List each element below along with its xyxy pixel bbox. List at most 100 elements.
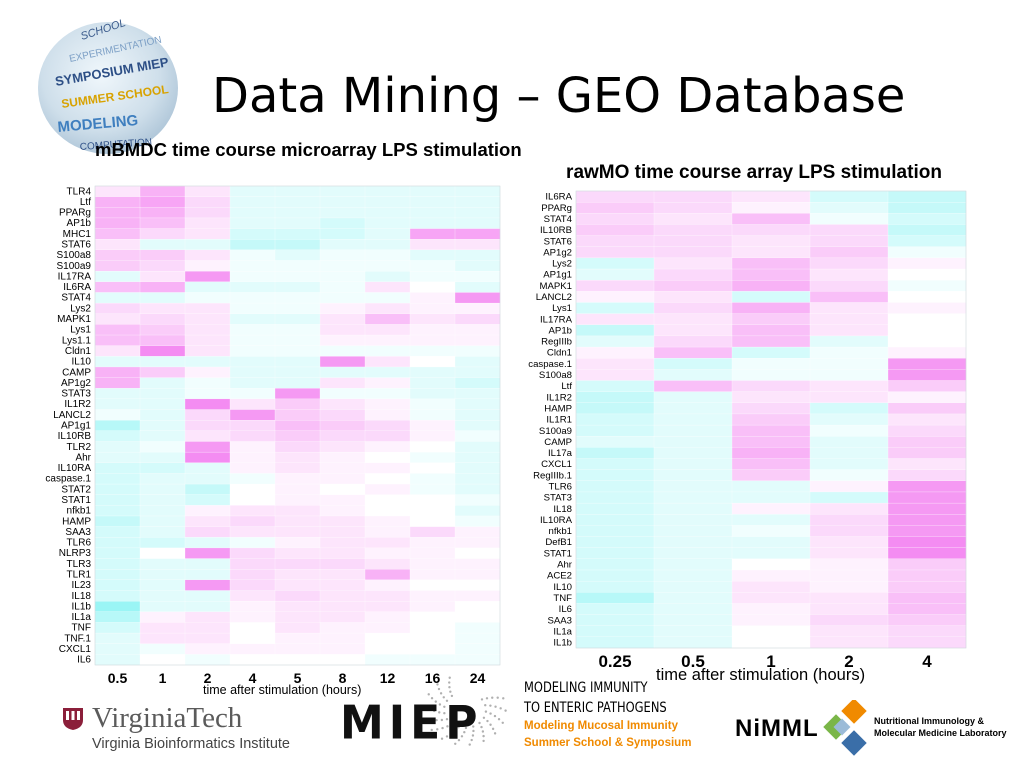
heatmap-cell — [229, 207, 276, 219]
heatmap-cell — [184, 324, 231, 336]
decor-dot — [496, 696, 499, 699]
heatmap-cell — [454, 356, 501, 368]
heatmap-cell — [274, 228, 321, 240]
heatmap-cell — [575, 391, 655, 404]
heatmap-cell — [94, 260, 141, 272]
heatmap-cell — [274, 441, 321, 453]
heatmap-cell — [731, 324, 811, 337]
heatmap-cell — [575, 313, 655, 326]
heatmap-cell — [364, 483, 411, 496]
column-tick-label: 16 — [425, 670, 441, 686]
heatmap-cell — [94, 483, 141, 496]
heatmap-cell — [653, 358, 733, 370]
heatmap-cell — [229, 600, 276, 613]
heatmap-cell — [229, 228, 276, 240]
heatmap-cell — [409, 377, 456, 389]
heatmap-cell — [575, 257, 655, 270]
heatmap-cell — [229, 643, 276, 655]
row-label: TLR2 — [67, 442, 92, 453]
heatmap-cell — [229, 430, 276, 442]
heatmap1-title: mBMDC time course microarray LPS stimula… — [95, 139, 522, 160]
row-label: PPARg — [59, 208, 91, 219]
heatmap-cell — [409, 185, 456, 198]
row-label: AP1g1 — [61, 420, 91, 431]
heatmap-cell — [364, 654, 411, 666]
heatmap-cell — [184, 398, 231, 410]
heatmap-cell — [454, 537, 501, 549]
heatmap-cell — [454, 547, 501, 560]
row-label: nfkb1 — [67, 506, 92, 517]
heatmap-cell — [319, 515, 366, 528]
heatmap-cell — [409, 409, 456, 421]
heatmap-cell — [229, 281, 276, 293]
heatmap-cell — [731, 447, 811, 459]
heatmap-cell — [887, 625, 967, 638]
heatmap-cell — [575, 324, 655, 337]
row-label: IL6RA — [63, 282, 91, 293]
heatmap-cell — [139, 473, 186, 485]
heatmap-cell — [887, 257, 967, 270]
heatmap-cell — [229, 590, 276, 602]
heatmap-cell — [409, 515, 456, 528]
heatmap-cell — [184, 494, 231, 506]
heatmap-cell — [94, 600, 141, 613]
heatmap-cell — [94, 537, 141, 549]
heatmap-cell — [139, 590, 186, 602]
heatmap-cell — [809, 547, 889, 560]
heatmap-cell — [274, 271, 321, 283]
row-label: TLR6 — [549, 481, 572, 492]
heatmap-cell — [319, 494, 366, 506]
heatmap-cell — [274, 260, 321, 272]
heatmap-cell — [454, 217, 501, 230]
heatmap-cell — [887, 480, 967, 493]
heatmap-cell — [229, 271, 276, 283]
heatmap-cell — [94, 345, 141, 357]
heatmap-cell — [184, 430, 231, 442]
heatmap-cell — [653, 224, 733, 237]
heatmap-cell — [274, 249, 321, 261]
heatmap-cell — [139, 292, 186, 304]
heatmap-cell — [274, 388, 321, 400]
column-tick-label: 0.25 — [598, 652, 631, 671]
row-label: IL23 — [72, 580, 92, 591]
decor-dot — [434, 700, 437, 703]
heatmap-cell — [139, 313, 186, 325]
heatmap-cell — [731, 246, 811, 259]
decor-dot — [493, 714, 497, 718]
row-label: Lys1.1 — [62, 335, 92, 346]
heatmap-cell — [731, 413, 811, 426]
heatmap-cell — [274, 643, 321, 655]
row-label: STAT2 — [61, 484, 91, 495]
heatmap-cell — [274, 207, 321, 219]
heatmap-cell — [94, 185, 141, 198]
heatmap-cell — [364, 239, 411, 251]
heatmap-cell — [409, 526, 456, 538]
row-label: Lys2 — [552, 259, 572, 270]
heatmap-cell — [274, 632, 321, 645]
heatmap-cell — [229, 473, 276, 485]
heatmap-cell — [139, 271, 186, 283]
heatmap-cell — [887, 413, 967, 426]
heatmap-cell — [454, 366, 501, 379]
heatmap-cell — [454, 558, 501, 570]
heatmap-cell — [809, 458, 889, 471]
heatmap-cell — [94, 377, 141, 389]
heatmap-cell — [364, 313, 411, 325]
heatmap-cell — [409, 345, 456, 357]
heatmap-cell — [94, 207, 141, 219]
heatmap-cell — [229, 526, 276, 538]
column-tick-label: 0.5 — [681, 652, 705, 671]
heatmap-cell — [274, 473, 321, 485]
heatmap-cell — [653, 246, 733, 259]
decor-dot — [435, 718, 438, 722]
heatmap-cell — [575, 502, 655, 515]
heatmap-cell — [653, 536, 733, 549]
heatmap-cell — [409, 483, 456, 496]
heatmap-cell — [575, 525, 655, 537]
decor-dot — [439, 692, 443, 695]
heatmap-cell — [319, 388, 366, 400]
heatmap-cell — [139, 569, 186, 581]
heatmap-cell — [184, 473, 231, 485]
heatmap-cell — [319, 345, 366, 357]
heatmap-cell — [229, 366, 276, 379]
